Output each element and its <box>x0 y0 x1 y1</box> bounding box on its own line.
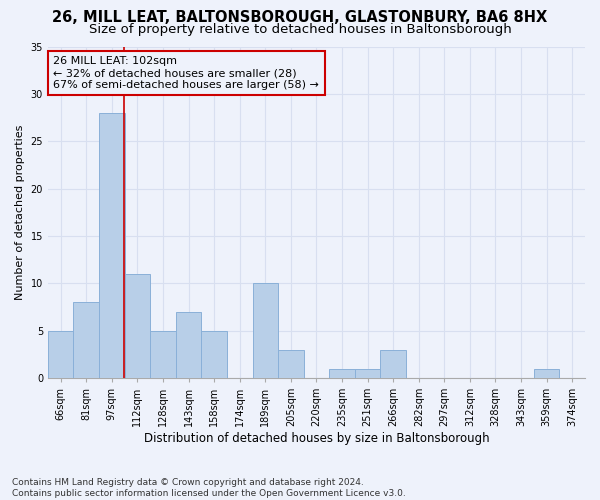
Bar <box>329 368 355 378</box>
Bar <box>176 312 202 378</box>
Bar <box>99 113 125 378</box>
Bar <box>48 330 73 378</box>
Bar <box>355 368 380 378</box>
Text: 26, MILL LEAT, BALTONSBOROUGH, GLASTONBURY, BA6 8HX: 26, MILL LEAT, BALTONSBOROUGH, GLASTONBU… <box>52 10 548 25</box>
Bar <box>125 274 150 378</box>
X-axis label: Distribution of detached houses by size in Baltonsborough: Distribution of detached houses by size … <box>143 432 489 445</box>
Text: Size of property relative to detached houses in Baltonsborough: Size of property relative to detached ho… <box>89 22 511 36</box>
Text: 26 MILL LEAT: 102sqm
← 32% of detached houses are smaller (28)
67% of semi-detac: 26 MILL LEAT: 102sqm ← 32% of detached h… <box>53 56 319 90</box>
Text: Contains HM Land Registry data © Crown copyright and database right 2024.
Contai: Contains HM Land Registry data © Crown c… <box>12 478 406 498</box>
Bar <box>73 302 99 378</box>
Y-axis label: Number of detached properties: Number of detached properties <box>15 124 25 300</box>
Bar <box>380 350 406 378</box>
Bar <box>253 284 278 378</box>
Bar <box>278 350 304 378</box>
Bar <box>202 330 227 378</box>
Bar <box>150 330 176 378</box>
Bar <box>534 368 559 378</box>
